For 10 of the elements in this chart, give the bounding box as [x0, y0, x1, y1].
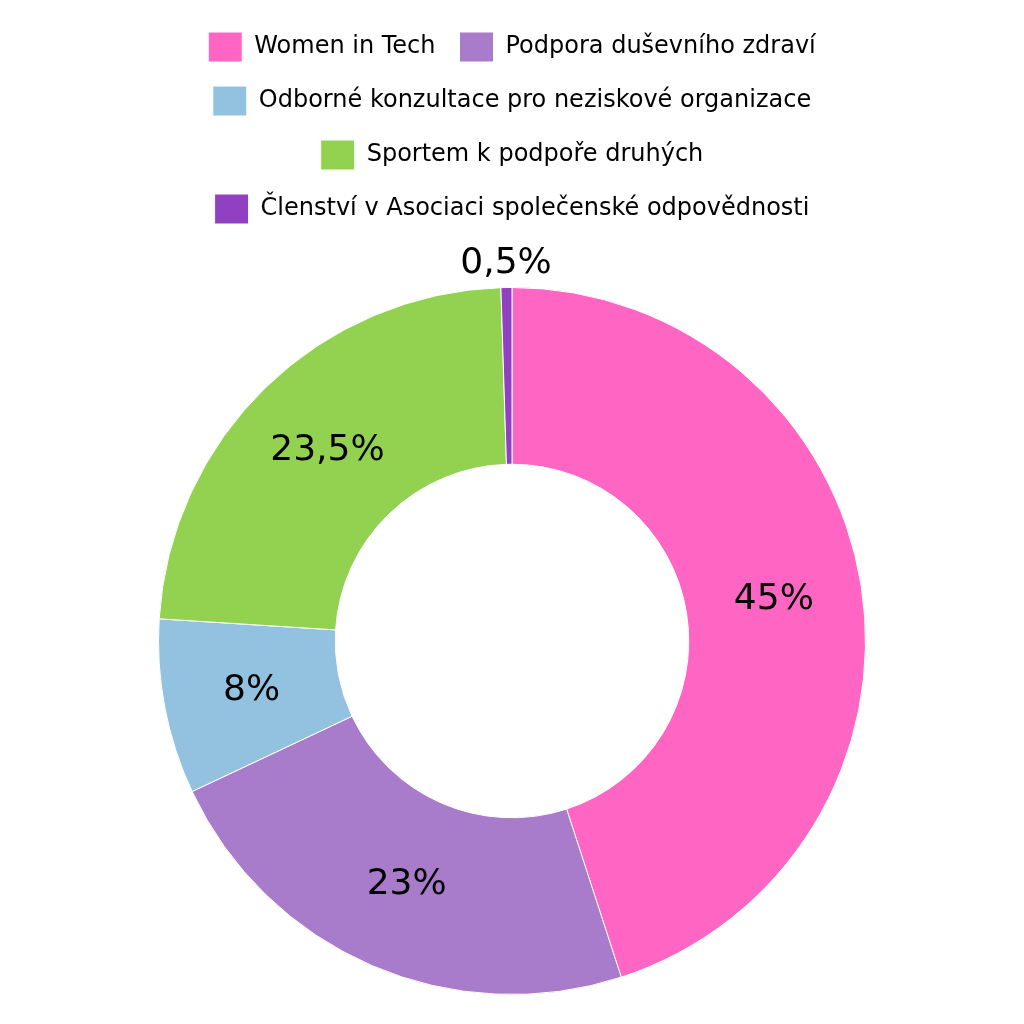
- legend-label: Podpora duševního zdraví: [505, 31, 818, 60]
- data-label: 23,5%: [270, 426, 385, 468]
- data-label: 0,5%: [460, 239, 552, 281]
- legend-label: Členství v Asociaci společenské odpovědnosti: [260, 191, 810, 222]
- data-label: 8%: [223, 667, 281, 709]
- data-label: 45%: [733, 575, 814, 617]
- legend-label: Sportem k podpoře druhých: [366, 139, 704, 168]
- data-label: 23%: [366, 860, 447, 902]
- legend-label: Women in Tech: [254, 31, 436, 60]
- legend-label: Odborné konzultace pro neziskové organizace: [258, 85, 812, 114]
